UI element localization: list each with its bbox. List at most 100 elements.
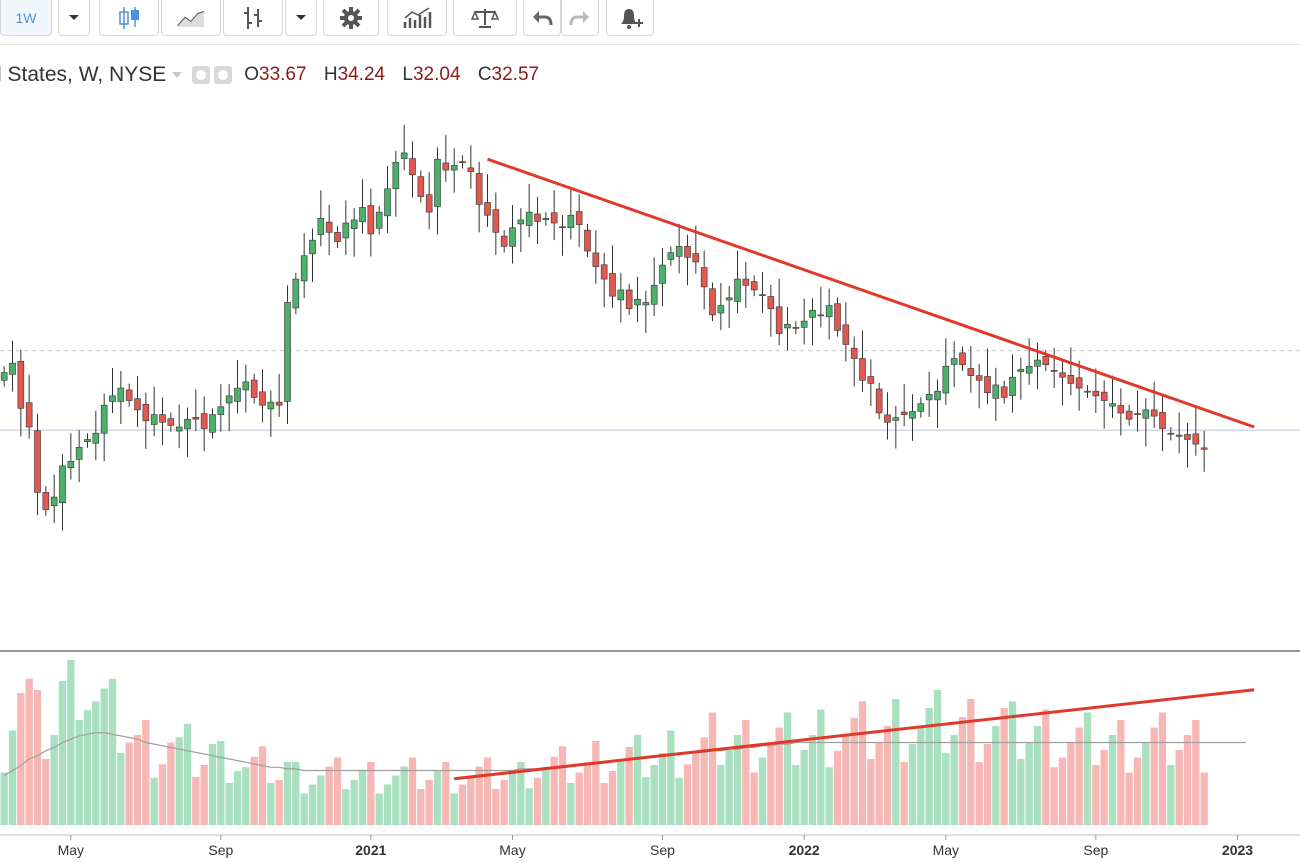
volume-bar (350, 780, 358, 825)
volume-bar (117, 753, 125, 825)
volume-bar (975, 762, 983, 825)
chevron-down-icon[interactable] (172, 72, 183, 78)
settings-button[interactable] (323, 0, 379, 36)
volume-bar (742, 720, 750, 825)
candle-body (750, 281, 758, 291)
candle-body (417, 176, 425, 197)
candle-body (567, 214, 575, 228)
candle (192, 389, 200, 431)
volume-bar (325, 766, 333, 825)
volume-bar (50, 735, 58, 825)
price-trendline (487, 157, 1255, 429)
volume-bar (792, 765, 800, 825)
candle (17, 349, 25, 437)
volume-bar (1200, 772, 1208, 825)
candle (84, 433, 91, 448)
volume-bar (1125, 772, 1133, 825)
candle (767, 284, 775, 337)
candle (25, 374, 33, 439)
candle (442, 134, 450, 182)
volume-bar (1000, 708, 1008, 825)
candle-body (575, 211, 583, 225)
time-axis-label: May (499, 842, 525, 858)
volume-bar (933, 690, 942, 825)
volume-bar (717, 765, 725, 825)
volume-bar (858, 701, 867, 825)
candle (1159, 395, 1166, 452)
volume-bar (1167, 765, 1175, 825)
candle (417, 170, 425, 203)
candle (309, 228, 316, 282)
volume-bar (1008, 701, 1017, 825)
interval-dropdown-button[interactable] (58, 0, 90, 36)
candle-body (459, 161, 466, 163)
indicators-icon (403, 6, 432, 28)
candle (967, 345, 975, 393)
candle-body (842, 324, 850, 345)
area-chart-icon (177, 10, 205, 27)
candle-body (784, 323, 791, 329)
candle (225, 384, 233, 432)
candle-body (359, 207, 366, 223)
candle-body (92, 432, 100, 444)
volume-bar (592, 741, 600, 825)
candle-body (1184, 434, 1191, 440)
volume-bar (492, 789, 500, 825)
candle (392, 150, 400, 217)
volume-bar (108, 678, 117, 825)
candle (984, 348, 991, 405)
candle-body (34, 430, 41, 493)
time-axis-label: 2022 (789, 842, 820, 858)
candle-body (767, 296, 775, 309)
area-style-button[interactable] (161, 0, 221, 36)
candles-style-button[interactable] (99, 0, 159, 36)
compare-button[interactable] (453, 0, 517, 36)
candle (750, 275, 758, 297)
interval-button[interactable]: 1W (0, 0, 52, 36)
volume-bar (317, 775, 325, 825)
symbol-legend: d States, W, NYSE O33.67 H34.24 L32.04 C… (0, 62, 551, 88)
candle-body (1175, 434, 1183, 437)
candle (234, 360, 241, 414)
candle-body (834, 303, 841, 331)
volume-bar (250, 756, 258, 825)
candle (675, 223, 683, 274)
candle-body (700, 267, 708, 288)
volume-bar (42, 759, 50, 825)
candle-body (917, 403, 925, 412)
candle-body (1034, 359, 1041, 367)
candle (1059, 361, 1066, 406)
volume-bar (808, 735, 817, 825)
volume-bar (375, 793, 383, 825)
undo-button[interactable] (523, 0, 561, 36)
eye-icon[interactable] (192, 66, 211, 84)
bars-style-button[interactable] (223, 0, 283, 36)
volume-bar (208, 744, 217, 825)
candle (1009, 354, 1016, 413)
redo-button[interactable] (561, 0, 599, 36)
volume-bar (450, 793, 458, 825)
candle-body (242, 381, 250, 391)
candle (1067, 347, 1075, 396)
volume-trendline (454, 688, 1255, 781)
candle-body (25, 402, 33, 428)
candle (9, 340, 16, 392)
add-alert-button[interactable] (606, 0, 654, 36)
symbol-title[interactable]: d States, W, NYSE (0, 63, 167, 86)
indicators-button[interactable] (387, 0, 447, 36)
volume-bar (283, 762, 292, 825)
candle-body (84, 439, 91, 442)
candle-body (634, 299, 641, 306)
gear-icon[interactable] (214, 66, 233, 84)
candle (925, 371, 933, 418)
candle-body (9, 362, 16, 375)
volume-bar (908, 744, 917, 825)
chart-style-dropdown-button[interactable] (285, 0, 317, 36)
candle (1142, 398, 1150, 447)
volume-bar (1108, 735, 1117, 825)
trendlines[interactable] (454, 157, 1255, 781)
candle (1134, 391, 1141, 432)
volume-bar (675, 777, 683, 825)
alert-icon (621, 8, 643, 29)
